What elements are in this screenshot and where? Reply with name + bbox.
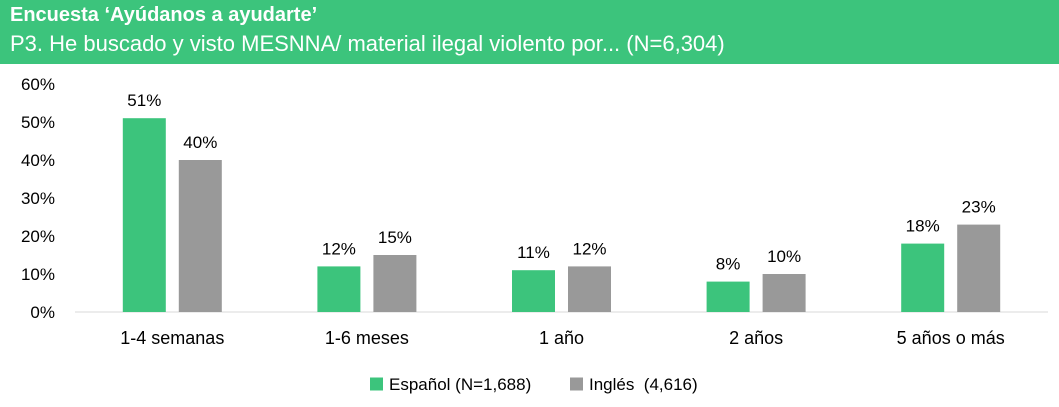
bar-1 [706, 281, 750, 312]
legend-label: Español (N=1,688) [389, 375, 531, 394]
bar-2 [957, 224, 1001, 312]
category-label: 1-4 semanas [120, 328, 224, 348]
category-label: 5 años o más [897, 328, 1005, 348]
category-label: 1-6 meses [325, 328, 409, 348]
y-tick-label: 50% [21, 113, 55, 132]
data-label: 10% [767, 247, 801, 266]
data-label: 12% [572, 239, 606, 258]
y-tick-label: 60% [21, 75, 55, 94]
bar-2 [568, 266, 611, 312]
bar-1 [317, 266, 361, 312]
data-label: 23% [962, 198, 996, 217]
bar-2 [762, 274, 806, 312]
chart-title: Encuesta ‘Ayúdanos a ayudarte’ [10, 4, 318, 26]
bar-2 [373, 255, 417, 312]
legend-swatch-1 [370, 377, 383, 391]
y-tick-label: 20% [21, 227, 55, 246]
data-label: 12% [322, 239, 356, 258]
bar-1 [122, 118, 166, 312]
data-label: 11% [517, 243, 550, 262]
bar-chart: 0% 10% 20% 30% 40% 50% 60% 51% 40% 1-4 semanas 12%… [21, 75, 1048, 394]
bar-1 [901, 243, 945, 312]
data-label: 15% [378, 228, 412, 247]
y-tick-label: 10% [21, 265, 55, 284]
chart-header: Encuesta ‘Ayúdanos a ayudarte’ P3. He bu… [0, 0, 1059, 64]
data-label: 51% [127, 91, 161, 110]
bar-2 [178, 160, 222, 312]
data-label: 18% [906, 217, 940, 236]
data-label: 40% [183, 133, 217, 152]
legend-swatch-2 [570, 377, 583, 391]
bar-1 [512, 270, 555, 312]
chart-subtitle: P3. He buscado y visto MESNNA/ material … [10, 31, 725, 56]
category-label: 2 años [729, 328, 783, 348]
category-label: 1 año [539, 328, 584, 348]
y-tick-label: 0% [30, 303, 55, 322]
y-tick-label: 30% [21, 189, 55, 208]
y-tick-label: 40% [21, 151, 55, 170]
data-label: 8% [716, 255, 741, 274]
legend-label: Inglés (4,616) [589, 375, 698, 394]
